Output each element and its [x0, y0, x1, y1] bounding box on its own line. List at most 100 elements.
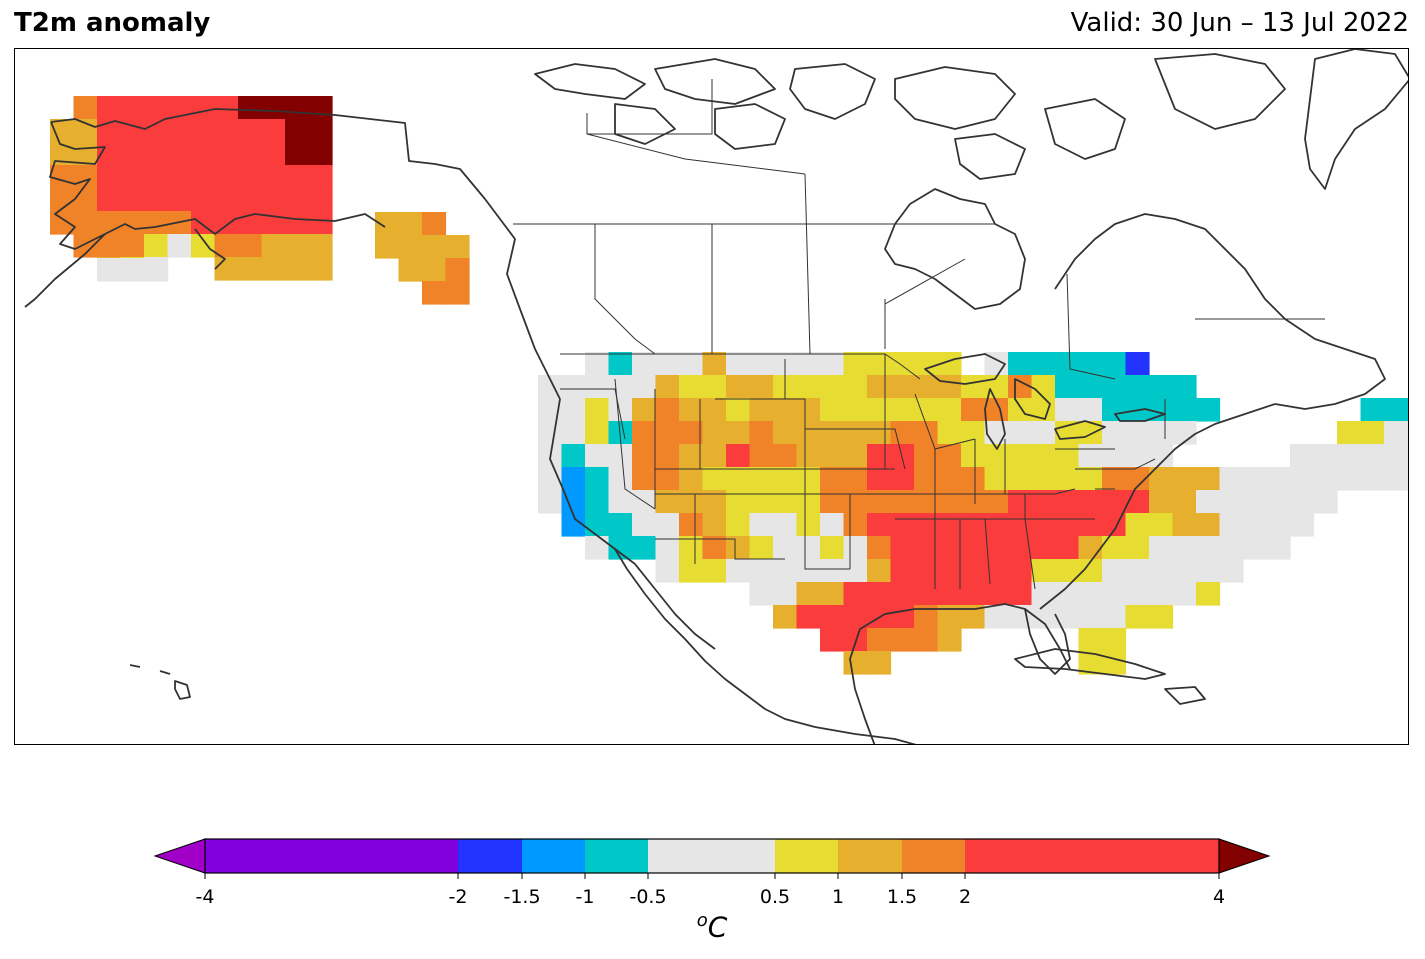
anomaly-cell [1219, 467, 1244, 491]
anomaly-cell [1125, 352, 1150, 376]
anomaly-cell [422, 212, 447, 236]
anomaly-cell [398, 258, 423, 282]
anomaly-cell [608, 444, 633, 468]
anomaly-cell [144, 211, 169, 235]
anomaly-cell [191, 119, 216, 143]
anomaly-cell [120, 188, 145, 212]
anomaly-cell [749, 398, 774, 422]
anomaly-cell [1196, 398, 1221, 422]
anomaly-cell [1384, 444, 1408, 468]
colorbar-over-arrow [1218, 838, 1271, 874]
anomaly-cell [749, 375, 774, 399]
anomaly-cell [820, 467, 845, 491]
anomaly-cell [632, 444, 657, 468]
anomaly-cell [1008, 375, 1033, 399]
anomaly-cell [961, 536, 986, 560]
anomaly-cell [632, 421, 657, 445]
colorbar-tick-label: -0.5 [629, 886, 667, 908]
anomaly-cell [867, 651, 892, 675]
anomaly-cell [1125, 559, 1150, 583]
anomaly-cell [984, 490, 1009, 514]
anomaly-cell [1008, 513, 1033, 537]
anomaly-grid [50, 96, 1408, 675]
anomaly-cell [749, 513, 774, 537]
anomaly-cell [144, 142, 169, 166]
anomaly-cell [1243, 513, 1268, 537]
anomaly-cell [1149, 559, 1174, 583]
anomaly-cell [1055, 559, 1080, 583]
anomaly-cell [984, 375, 1009, 399]
colorbar-bin [648, 839, 775, 873]
anomaly-cell [585, 421, 610, 445]
anomaly-cell [1172, 421, 1197, 445]
anomaly-cell [1031, 375, 1056, 399]
anomaly-cell [726, 513, 751, 537]
colorbar-unit: oC [696, 910, 728, 944]
anomaly-cell [561, 467, 586, 491]
anomaly-cell [1055, 444, 1080, 468]
anomaly-cell [97, 234, 122, 258]
anomaly-cell [914, 605, 939, 629]
anomaly-cell [914, 582, 939, 606]
anomaly-cell [890, 628, 915, 652]
anomaly-cell [50, 165, 75, 189]
anomaly-cell [843, 651, 868, 675]
anomaly-cell [1102, 352, 1127, 376]
anomaly-cell [867, 559, 892, 583]
anomaly-cell [1125, 444, 1150, 468]
anomaly-cell [238, 96, 263, 120]
anomaly-cell [445, 258, 470, 282]
anomaly-cell [585, 352, 610, 376]
anomaly-cell [1031, 490, 1056, 514]
anomaly-cell [843, 375, 868, 399]
anomaly-cell [1125, 605, 1150, 629]
anomaly-cell [843, 536, 868, 560]
anomaly-cell [1102, 375, 1127, 399]
anomaly-cell [1290, 513, 1315, 537]
anomaly-cell [120, 258, 145, 282]
anomaly-cell [561, 490, 586, 514]
anomaly-cell [843, 352, 868, 376]
anomaly-cell [1031, 559, 1056, 583]
colorbar-tick-label: -4 [195, 886, 215, 908]
colorbar-outline [204, 838, 1220, 874]
anomaly-cell [1078, 582, 1103, 606]
anomaly-cell [1008, 398, 1033, 422]
anomaly-cell [308, 119, 333, 143]
anomaly-cell [820, 352, 845, 376]
anomaly-cell [961, 559, 986, 583]
anomaly-cell [422, 235, 447, 259]
anomaly-cell [961, 398, 986, 422]
anomaly-cell [679, 559, 704, 583]
anomaly-cell [749, 582, 774, 606]
anomaly-cell [561, 444, 586, 468]
colorbar-tick-label: -1 [575, 886, 595, 908]
anomaly-cell [50, 188, 75, 212]
anomaly-cell [843, 513, 868, 537]
colorbar: -4 -2 -1.5 -1 -0.5 0.5 1 1.5 2 4 oC [0, 830, 1425, 959]
anomaly-cell [1243, 536, 1268, 560]
anomaly-cell [214, 119, 239, 143]
anomaly-cell [679, 375, 704, 399]
anomaly-cell [655, 536, 680, 560]
anomaly-cell [867, 582, 892, 606]
anomaly-cell [1125, 513, 1150, 537]
anomaly-cell [820, 375, 845, 399]
anomaly-cell [308, 211, 333, 235]
anomaly-cell [702, 375, 727, 399]
anomaly-cell [961, 375, 986, 399]
anomaly-cell [961, 421, 986, 445]
colorbar-tick-label: 0.5 [759, 886, 791, 908]
anomaly-cell [1031, 467, 1056, 491]
anomaly-cell [1078, 628, 1103, 652]
valid-period: Valid: 30 Jun – 13 Jul 2022 [1070, 8, 1409, 38]
anomaly-cell [1008, 467, 1033, 491]
anomaly-cell [1031, 352, 1056, 376]
anomaly-cell [1172, 375, 1197, 399]
anomaly-cell [308, 257, 333, 281]
anomaly-cell [191, 188, 216, 212]
anomaly-cell [1196, 536, 1221, 560]
anomaly-cell [820, 536, 845, 560]
anomaly-cell [1125, 467, 1150, 491]
anomaly-cell [1360, 467, 1385, 491]
